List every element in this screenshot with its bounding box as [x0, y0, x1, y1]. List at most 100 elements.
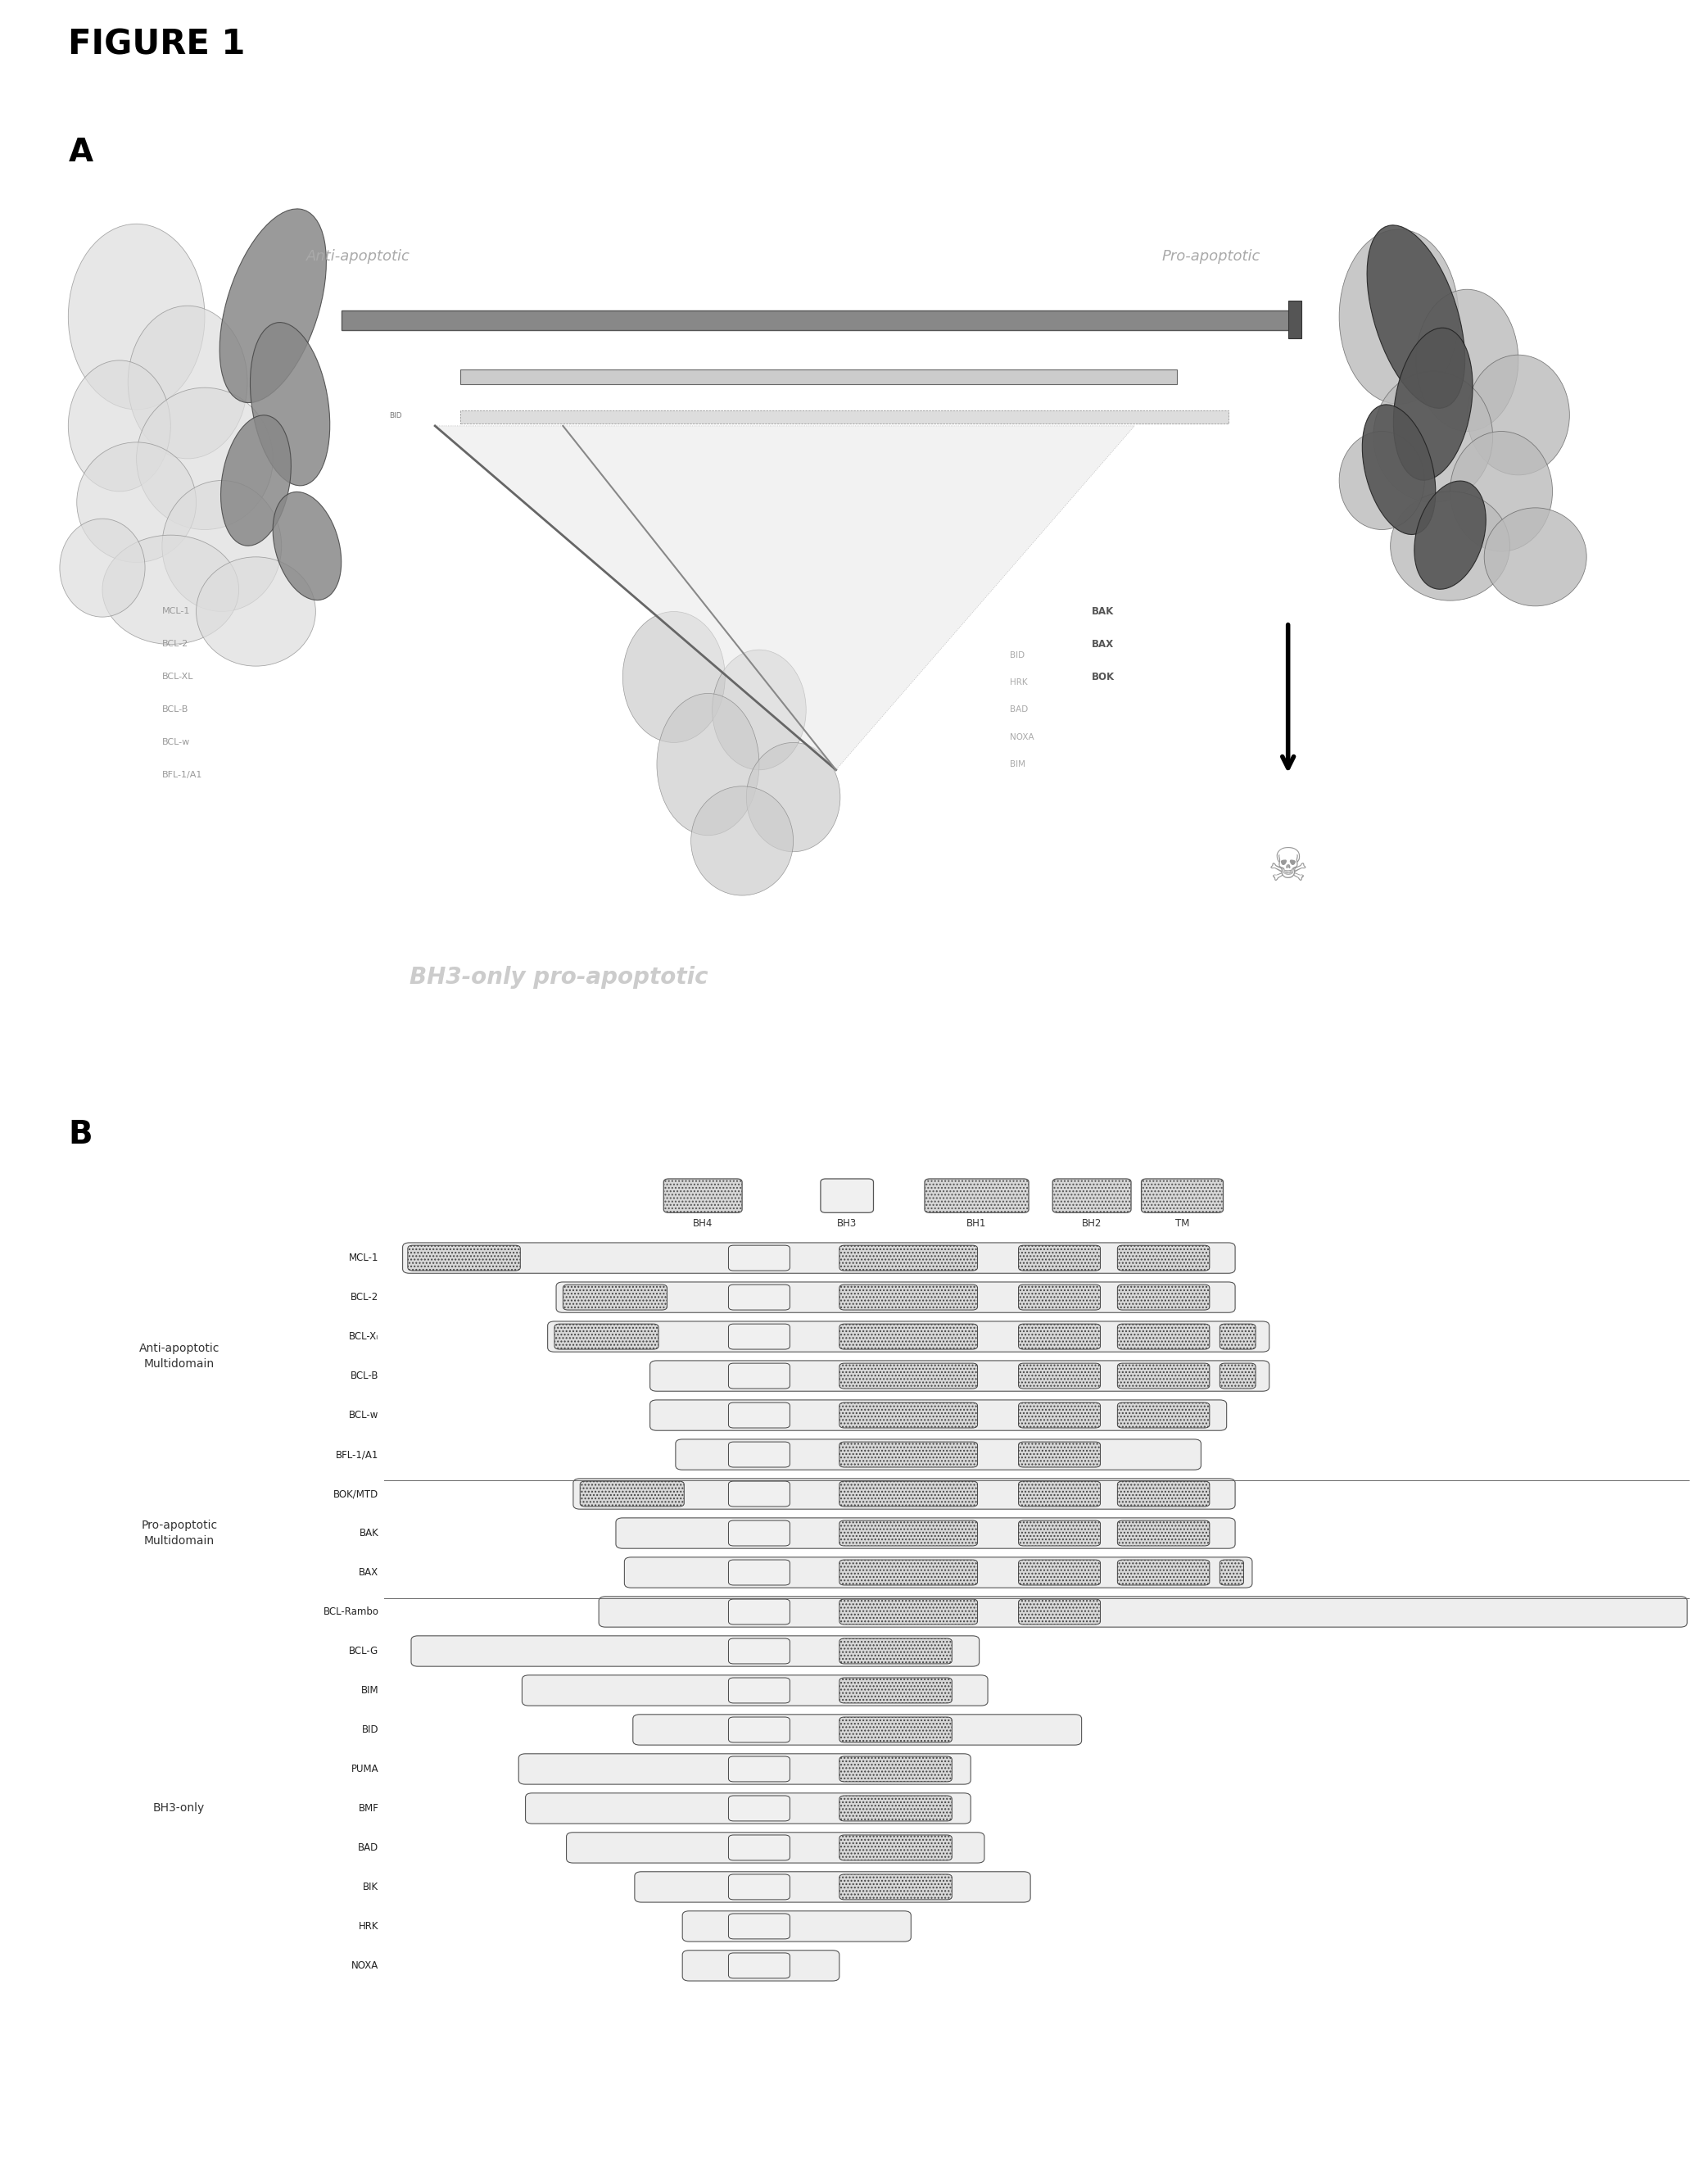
Text: BH3-only: BH3-only	[154, 1802, 205, 1815]
FancyBboxPatch shape	[624, 1557, 1252, 1588]
FancyBboxPatch shape	[728, 1363, 790, 1389]
Text: Anti-apoptotic: Anti-apoptotic	[307, 249, 409, 264]
Text: BCL-2: BCL-2	[384, 317, 404, 323]
FancyBboxPatch shape	[1018, 1245, 1100, 1271]
FancyBboxPatch shape	[1220, 1559, 1244, 1586]
FancyBboxPatch shape	[1220, 1324, 1256, 1350]
FancyBboxPatch shape	[728, 1245, 790, 1271]
FancyBboxPatch shape	[728, 1284, 790, 1310]
Ellipse shape	[1416, 288, 1518, 430]
Text: PUMA: PUMA	[351, 1765, 379, 1773]
Text: NOXA: NOXA	[351, 1961, 379, 1970]
FancyBboxPatch shape	[839, 1520, 978, 1546]
FancyBboxPatch shape	[839, 1835, 952, 1861]
FancyBboxPatch shape	[728, 1559, 790, 1586]
FancyBboxPatch shape	[650, 1400, 1227, 1431]
Ellipse shape	[273, 491, 341, 601]
FancyBboxPatch shape	[728, 1874, 790, 1900]
FancyBboxPatch shape	[548, 1321, 1269, 1352]
FancyBboxPatch shape	[728, 1952, 790, 1979]
Ellipse shape	[1373, 371, 1493, 502]
Text: BAX: BAX	[469, 371, 485, 380]
Text: BCL-2: BCL-2	[162, 640, 188, 649]
FancyBboxPatch shape	[821, 1179, 873, 1212]
FancyBboxPatch shape	[1117, 1284, 1210, 1310]
FancyBboxPatch shape	[1018, 1481, 1100, 1507]
Text: TM: TM	[1175, 1219, 1189, 1230]
Text: BH2: BH2	[1082, 1219, 1102, 1230]
Text: BH4: BH4	[693, 1219, 713, 1230]
Ellipse shape	[60, 518, 145, 616]
FancyBboxPatch shape	[728, 1913, 790, 1939]
FancyBboxPatch shape	[839, 1795, 952, 1821]
FancyBboxPatch shape	[1220, 1363, 1256, 1389]
Text: BCL-2: BCL-2	[351, 1293, 379, 1302]
Ellipse shape	[1367, 225, 1465, 408]
Text: BFL-1/A1: BFL-1/A1	[336, 1450, 379, 1459]
Text: MCL-1: MCL-1	[162, 607, 191, 616]
Text: BCL-B: BCL-B	[162, 705, 189, 714]
FancyBboxPatch shape	[403, 1243, 1235, 1273]
FancyBboxPatch shape	[1018, 1599, 1100, 1625]
FancyBboxPatch shape	[633, 1714, 1082, 1745]
FancyBboxPatch shape	[1141, 1179, 1223, 1212]
FancyBboxPatch shape	[1018, 1324, 1100, 1350]
Text: ☠: ☠	[1268, 845, 1309, 891]
FancyBboxPatch shape	[839, 1756, 952, 1782]
FancyBboxPatch shape	[839, 1481, 978, 1507]
Text: BAD: BAD	[358, 1843, 379, 1852]
Ellipse shape	[1450, 430, 1552, 550]
FancyBboxPatch shape	[599, 1597, 1687, 1627]
FancyBboxPatch shape	[728, 1520, 790, 1546]
FancyBboxPatch shape	[1018, 1441, 1100, 1468]
FancyBboxPatch shape	[1018, 1363, 1100, 1389]
Bar	[461, 369, 1177, 384]
Ellipse shape	[102, 535, 239, 644]
Text: BCL-w: BCL-w	[350, 1411, 379, 1420]
Text: BH1: BH1	[967, 1219, 986, 1230]
Text: HRK: HRK	[1010, 679, 1027, 686]
FancyBboxPatch shape	[839, 1284, 978, 1310]
Ellipse shape	[220, 415, 292, 546]
Polygon shape	[435, 426, 1134, 771]
Ellipse shape	[1390, 491, 1510, 601]
FancyBboxPatch shape	[728, 1717, 790, 1743]
Ellipse shape	[623, 612, 725, 743]
FancyBboxPatch shape	[1117, 1402, 1210, 1428]
FancyBboxPatch shape	[664, 1179, 742, 1212]
FancyBboxPatch shape	[839, 1638, 952, 1664]
Ellipse shape	[713, 651, 807, 771]
FancyBboxPatch shape	[839, 1441, 978, 1468]
Bar	[461, 411, 1228, 424]
Ellipse shape	[1339, 229, 1459, 404]
Text: BH3: BH3	[838, 1219, 856, 1230]
FancyBboxPatch shape	[525, 1793, 971, 1824]
Ellipse shape	[251, 323, 329, 485]
FancyBboxPatch shape	[839, 1599, 978, 1625]
FancyBboxPatch shape	[728, 1324, 790, 1350]
FancyBboxPatch shape	[519, 1754, 971, 1784]
FancyBboxPatch shape	[1117, 1245, 1210, 1271]
Bar	[341, 310, 1297, 330]
Text: BCL-Rambo: BCL-Rambo	[322, 1607, 379, 1616]
Text: BID: BID	[362, 1725, 379, 1734]
FancyBboxPatch shape	[728, 1638, 790, 1664]
FancyBboxPatch shape	[728, 1441, 790, 1468]
FancyBboxPatch shape	[839, 1559, 978, 1586]
FancyBboxPatch shape	[839, 1363, 978, 1389]
FancyBboxPatch shape	[728, 1677, 790, 1704]
FancyBboxPatch shape	[728, 1599, 790, 1625]
FancyBboxPatch shape	[1117, 1520, 1210, 1546]
FancyBboxPatch shape	[676, 1439, 1201, 1470]
FancyBboxPatch shape	[1053, 1179, 1131, 1212]
FancyBboxPatch shape	[522, 1675, 988, 1706]
Ellipse shape	[747, 743, 839, 852]
FancyBboxPatch shape	[728, 1481, 790, 1507]
FancyBboxPatch shape	[1117, 1481, 1210, 1507]
Text: Pro-apoptotic
Multidomain: Pro-apoptotic Multidomain	[142, 1520, 217, 1546]
Ellipse shape	[1363, 404, 1435, 535]
FancyBboxPatch shape	[728, 1402, 790, 1428]
Text: BIK: BIK	[363, 1883, 379, 1891]
Ellipse shape	[68, 360, 171, 491]
FancyBboxPatch shape	[580, 1481, 684, 1507]
